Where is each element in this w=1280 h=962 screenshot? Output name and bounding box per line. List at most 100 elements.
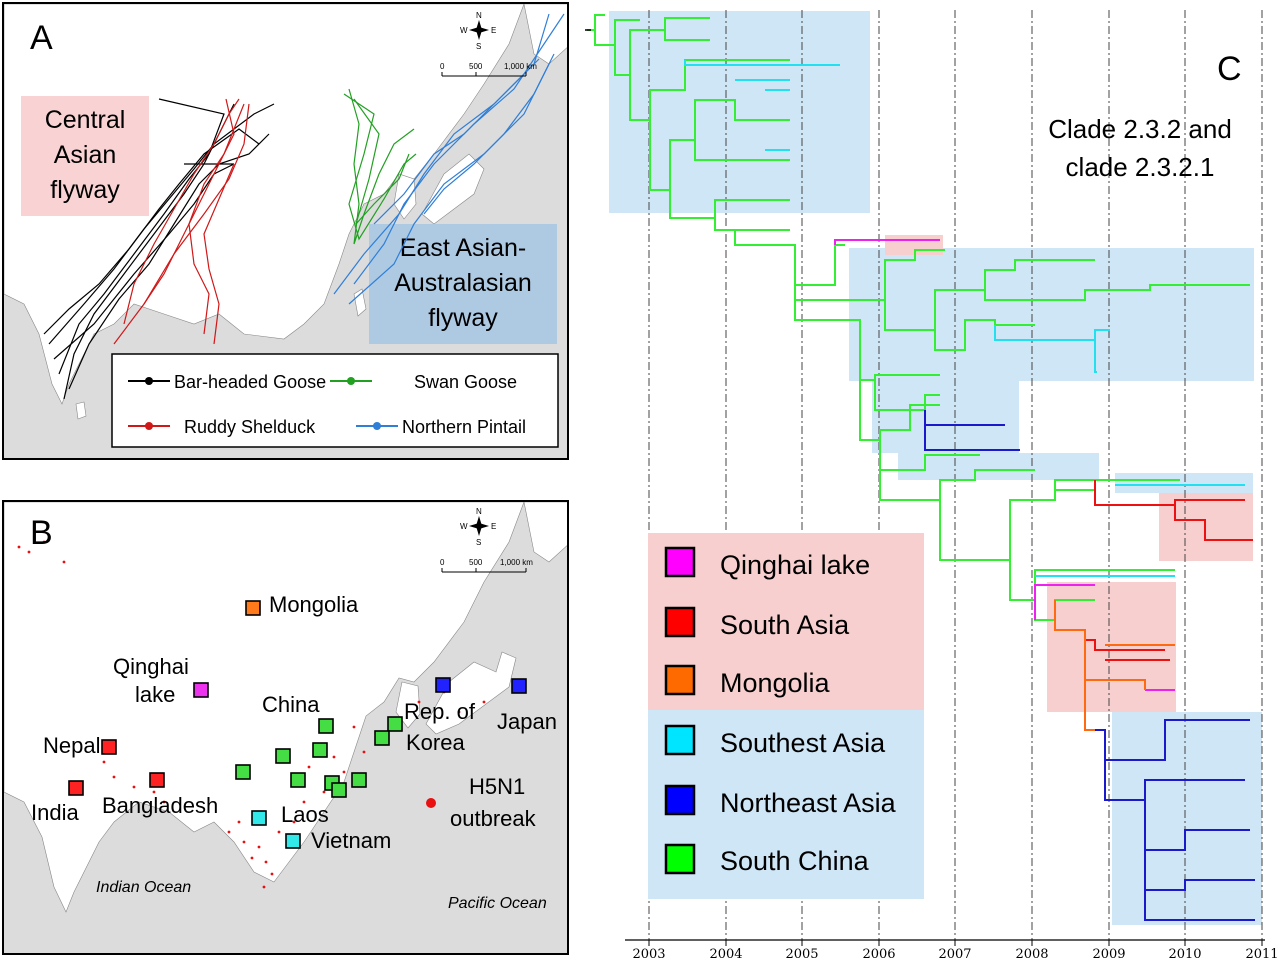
- japan-land-b: [425, 651, 517, 735]
- compass-w: W: [460, 26, 468, 35]
- outbreak-legend-dot: [426, 798, 436, 808]
- panel-b-letter: B: [30, 514, 53, 552]
- east-flyway-line3: flyway: [428, 304, 498, 332]
- label-india: India: [31, 800, 79, 825]
- region-legend: Qinghai lake South Asia Mongolia Southes…: [648, 533, 924, 899]
- label-pacific-ocean: Pacific Ocean: [448, 895, 547, 912]
- year-2006: 2006: [862, 947, 895, 962]
- kamchatka-land-b: [523, 502, 567, 563]
- outbreak-map-svg: Mongolia Qinghai lake China Rep. of Kore…: [4, 502, 567, 913]
- label-rok-1: Rep. of: [404, 699, 476, 724]
- legend-bar-headed-goose: Bar-headed Goose: [174, 372, 326, 392]
- scale-mid: 500: [469, 62, 483, 71]
- asia-landmass-b: [4, 502, 525, 913]
- compass-e: E: [491, 26, 496, 35]
- clade-box-2: [849, 248, 1254, 381]
- year-2008: 2008: [1015, 947, 1048, 962]
- legend-swan-goose: Swan Goose: [414, 372, 517, 392]
- year-2003: 2003: [632, 947, 665, 962]
- sri-lanka-land: [75, 401, 87, 420]
- clade-box-1: [609, 11, 870, 213]
- scale-end: 1,000 km: [504, 62, 537, 71]
- year-2005: 2005: [785, 947, 818, 962]
- flyway-map-svg: Central Asian flyway East Asian- Austral…: [4, 4, 567, 448]
- scale-b-end: 1,000 km: [500, 558, 533, 567]
- compass-b-icon: N S E W: [460, 507, 496, 547]
- ruddy-shelduck-tracks: [113, 98, 250, 345]
- year-2007: 2007: [938, 947, 971, 962]
- compass-n: N: [476, 11, 482, 20]
- compass-b-n: N: [476, 507, 482, 516]
- clade-box-7: [1047, 582, 1176, 712]
- year-2009: 2009: [1092, 947, 1125, 962]
- legend-qinghai-lake: Qinghai lake: [720, 550, 870, 580]
- label-vietnam: Vietnam: [311, 828, 391, 853]
- label-rok-2: Korea: [406, 730, 465, 755]
- label-japan: Japan: [497, 709, 557, 734]
- compass-s: S: [476, 42, 481, 51]
- legend-ruddy-shelduck: Ruddy Shelduck: [184, 417, 316, 437]
- compass-icon: N S E W: [460, 11, 496, 51]
- panel-a-letter: A: [30, 19, 53, 57]
- tree-magenta-branches: [834, 239, 1175, 691]
- east-flyway-line2: Australasian: [394, 269, 532, 297]
- central-flyway-line1: Central: [45, 106, 126, 134]
- east-flyway-line1: East Asian-: [400, 234, 526, 262]
- compass-b-e: E: [491, 522, 496, 531]
- panel-c-letter: C: [1217, 50, 1242, 88]
- panel-a-flyway-map: Central Asian flyway East Asian- Austral…: [2, 2, 569, 460]
- legend-south-china: South China: [720, 846, 870, 876]
- legend-northeast-asia: Northeast Asia: [720, 788, 897, 818]
- label-bangladesh: Bangladesh: [102, 793, 218, 818]
- kamchatka-land: [523, 4, 567, 65]
- label-h5n1-2: outbreak: [450, 806, 537, 831]
- label-laos: Laos: [281, 802, 329, 827]
- clade-title-line1: Clade 2.3.2 and: [1048, 114, 1232, 144]
- tree-blue-branches: [924, 410, 1255, 921]
- japan-land: [421, 153, 485, 225]
- label-mongolia: Mongolia: [269, 592, 359, 617]
- clade-box-3: [872, 381, 1019, 453]
- panel-c-phylogeny: 2003 2004 2005 2006 2007 2008 2009 2010 …: [585, 0, 1280, 962]
- flyway-legend: Bar-headed Goose Swan Goose Ruddy Sheldu…: [111, 353, 559, 448]
- label-nepal: Nepal: [43, 733, 100, 758]
- scale-bar: 0 500 1,000 km: [440, 62, 537, 77]
- east-flyway-box: [369, 224, 557, 344]
- swan-goose-tracks: [343, 88, 417, 245]
- label-qinghai-1: Qinghai: [113, 654, 189, 679]
- northern-pintail-tracks: [333, 13, 565, 305]
- legend-northern-pintail: Northern Pintail: [402, 417, 526, 437]
- scale-bar-b: 0 500 1,000 km: [440, 558, 533, 573]
- scale-zero: 0: [440, 62, 445, 71]
- label-china: China: [262, 692, 320, 717]
- compass-b-s: S: [476, 538, 481, 547]
- year-2011: 2011: [1245, 947, 1278, 962]
- clade-box-4: [898, 453, 1099, 480]
- central-flyway-line2: Asian: [54, 141, 117, 169]
- tree-orange-branches: [1054, 600, 1175, 731]
- compass-b-w: W: [460, 522, 468, 531]
- tree-red-branches: [1085, 480, 1253, 661]
- label-qinghai-2: lake: [135, 682, 175, 707]
- clade-title-line2: clade 2.3.2.1: [1066, 152, 1215, 182]
- outbreak-dots: [17, 540, 486, 889]
- tree-cyan-branches: [684, 60, 1245, 577]
- clade-box-5: [1115, 473, 1253, 493]
- legend-mongolia: Mongolia: [720, 668, 831, 698]
- phylogeny-svg: 2003 2004 2005 2006 2007 2008 2009 2010 …: [585, 10, 1279, 962]
- legend-southest-asia: Southest Asia: [720, 728, 886, 758]
- scale-b-zero: 0: [440, 558, 445, 567]
- panel-b-outbreak-map: Mongolia Qinghai lake China Rep. of Kore…: [2, 500, 569, 955]
- scale-b-mid: 500: [469, 558, 483, 567]
- central-flyway-box: [21, 96, 149, 216]
- central-flyway-line3: flyway: [50, 176, 120, 204]
- clade-box-8: [1112, 712, 1262, 925]
- country-markers: [68, 600, 527, 849]
- legend-south-asia: South Asia: [720, 610, 850, 640]
- year-2004: 2004: [709, 947, 742, 962]
- label-h5n1-1: H5N1: [469, 774, 525, 799]
- taiwan-land: [353, 288, 367, 317]
- year-2010: 2010: [1168, 947, 1201, 962]
- year-ticks: [648, 940, 1263, 946]
- label-indian-ocean: Indian Ocean: [96, 879, 191, 896]
